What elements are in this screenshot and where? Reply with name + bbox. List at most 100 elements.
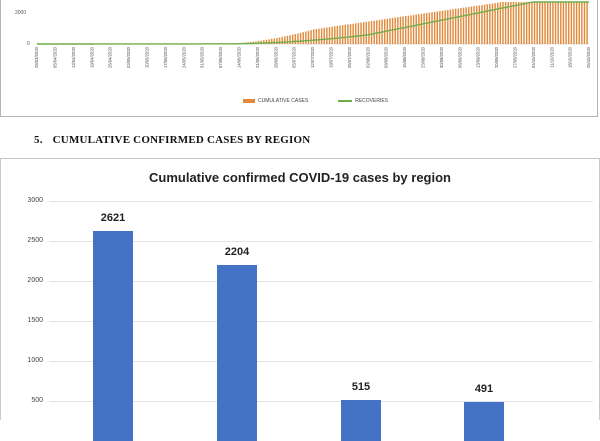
y-tick-label: 3000 [19,197,43,204]
date-tick-label: 12/04/2020 [71,46,76,68]
cumulative-bar [481,5,482,44]
cumulative-bar [371,21,372,44]
y-tick-label: 2000 [15,10,26,16]
cumulative-bar [287,36,288,44]
cumulative-bar [586,2,587,44]
date-tick-label: 18/10/2020 [568,46,573,68]
cumulative-bar [292,35,293,44]
section-title: CUMULATIVE CONFIRMED CASES BY REGION [53,134,311,146]
date-tick-label: 07/06/2020 [218,46,223,68]
cumulative-bar [542,2,543,44]
cumulative-bar [339,26,340,44]
cumulative-bar [402,16,403,44]
chart-title: Cumulative confirmed COVID-19 cases by r… [1,170,599,185]
cumulative-bar [484,5,485,44]
cumulative-bar [426,13,427,44]
cumulative-bar [324,28,325,44]
cumulative-bar [447,10,448,44]
cumulative-bar [326,28,327,45]
cumulative-bar [584,2,585,44]
cumulative-bar [305,31,306,44]
cumulative-bar [550,2,551,44]
date-tick-label: 25/10/2020 [586,46,591,68]
date-tick-label: 02/08/2020 [365,46,370,68]
cumulative-bar [452,9,453,44]
cumulative-bar [360,23,361,44]
cumulative-swatch [243,99,255,103]
section-heading: 5. CUMULATIVE CONFIRMED CASES BY REGION [34,134,310,146]
cumulative-bar [345,25,346,44]
date-tick-label: 28/06/2020 [273,46,278,68]
cumulative-bar [295,34,296,44]
date-tick-label: 06/09/2020 [457,46,462,68]
legend-item-cumulative: CUMULATIVE CASES [243,98,308,104]
cumulative-bar [552,2,553,44]
cumulative-bar [581,2,582,44]
cumulative-bar [573,2,574,44]
cumulative-bar [510,2,511,44]
cumulative-bar [405,16,406,44]
cumulative-bar [439,11,440,44]
cumulative-bar [515,2,516,44]
bar-value-label: 2204 [207,246,267,258]
cumulative-bar [536,2,537,44]
date-tick-label: 21/06/2020 [255,46,260,68]
cumulative-bar [363,22,364,44]
cumulative-bar [355,23,356,44]
region-bar [93,231,133,441]
cumulative-bar [429,13,430,44]
cumulative-bar [337,26,338,44]
gridline [49,201,593,202]
cumulative-bar [505,2,506,44]
y-tick-label: 1000 [19,357,43,364]
y-tick-label: 2000 [19,277,43,284]
region-bar [217,265,257,441]
cumulative-bar [529,2,530,44]
cumulative-bar [331,27,332,44]
date-tick-label: 16/08/2020 [402,46,407,68]
legend-label: RECOVERIES [355,98,388,104]
region-cases-chart: Cumulative confirmed COVID-19 cases by r… [0,158,600,420]
cumulative-bar [410,15,411,44]
y-tick-label: 500 [19,397,43,404]
date-tick-label: 09/08/2020 [384,46,389,68]
date-tick-label: 19/04/2020 [89,46,94,68]
cumulative-bar [394,18,395,44]
cumulative-bar [563,2,564,44]
cumulative-bar [350,24,351,44]
cumulative-bar [444,10,445,44]
date-tick-label: 05/04/2020 [53,46,58,68]
cumulative-bar [523,2,524,44]
recoveries-swatch [338,100,352,102]
cumulative-bar [479,5,480,44]
date-tick-label: 05/07/2020 [292,46,297,68]
cumulative-bar [560,2,561,44]
cumulative-bar [442,11,443,44]
region-bar [341,400,381,441]
cumulative-bar [431,12,432,44]
cumulative-bar [518,2,519,44]
date-tick-label: 20/09/2020 [494,46,499,68]
cumulative-bar [352,24,353,44]
cumulative-bar [471,7,472,44]
cumulative-bar [284,36,285,44]
cumulative-bar [310,30,311,44]
cumulative-bar [513,2,514,44]
cumulative-bar [416,15,417,44]
date-tick-label: 04/10/2020 [531,46,536,68]
cumulative-bar [408,16,409,44]
date-tick-label: 03/05/2020 [126,46,131,68]
cumulative-bar [347,24,348,44]
cumulative-bar [539,2,540,44]
cumulative-bar [297,33,298,44]
date-tick-label: 17/05/2020 [163,46,168,68]
cumulative-bar [421,14,422,44]
bar-value-label: 515 [331,381,391,393]
date-tick-label: 23/08/2020 [421,46,426,68]
cumulative-bar [302,32,303,44]
cumulative-bar [329,27,330,44]
section-number: 5. [34,134,43,146]
date-tick-label: 12/07/2020 [310,46,315,68]
date-tick-label: 24/05/2020 [181,46,186,68]
cumulative-bar [368,21,369,44]
